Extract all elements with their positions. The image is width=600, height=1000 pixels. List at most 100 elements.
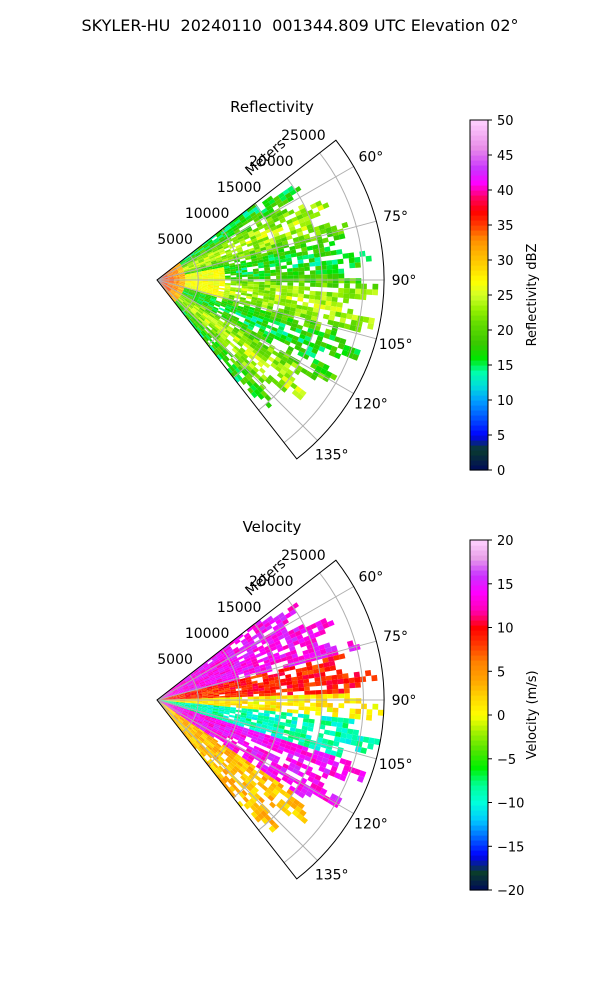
field-cell [188,712,194,716]
field-cell [180,714,187,719]
field-cell [248,782,255,789]
field-cell [203,300,209,304]
field-cell [299,207,307,215]
field-cell [253,663,260,668]
field-cell [219,695,226,698]
field-cell [309,690,316,695]
field-cell [258,796,265,804]
field-cell [344,278,350,284]
field-cell [205,294,212,298]
field-cell [286,737,294,743]
field-cell [208,702,214,704]
field-cell [286,195,294,203]
field-cell [241,265,247,269]
field-cell [286,261,293,266]
field-cell [256,253,263,258]
field-cell [250,318,257,323]
field-cell [278,378,286,386]
field-cell [198,737,204,743]
field-cell [161,283,166,288]
field-cell [173,697,180,699]
field-cell [211,729,218,734]
field-cell [207,692,214,695]
field-cell [221,314,228,320]
field-cell [223,331,230,337]
field-cell [255,232,262,238]
field-cell [315,706,322,712]
field-cell [184,676,190,681]
field-cell [205,326,211,332]
field-cell [315,278,322,283]
range-ring [283,572,364,863]
field-cell [310,315,318,322]
field-cell [303,742,310,748]
field-cell [176,266,183,270]
field-cell [314,257,321,262]
field-cell [294,311,301,317]
field-cell [218,765,224,772]
field-cell [212,268,219,271]
field-cell [324,305,331,311]
field-cell [267,639,275,646]
field-cell [309,262,316,267]
field-cell [264,662,271,667]
field-cell [179,703,185,706]
field-cell [172,691,179,694]
field-cell [263,261,270,265]
field-cell [189,709,196,712]
field-cell [258,287,265,291]
field-cell [308,743,316,750]
field-cell [242,353,249,359]
field-cell [226,647,233,653]
field-cell [236,341,244,348]
colorbar-swatch [470,285,488,291]
field-cell [242,220,249,226]
field-cell [271,326,278,332]
field-cell [261,628,268,634]
field-cell [195,672,201,677]
field-cell [224,249,231,253]
field-cell [225,338,231,344]
field-cell [179,696,186,698]
field-cell [176,711,182,716]
field-cell [199,324,205,331]
field-cell [195,320,201,326]
field-cell [250,675,257,680]
field-cell [174,294,180,299]
field-cell [247,274,254,277]
range-ring [258,598,323,831]
field-cell [287,222,295,228]
field-cell [296,634,304,641]
field-cell [291,742,298,748]
field-cell [167,704,173,708]
field-cell [281,776,289,783]
field-cell [298,267,305,272]
field-cell [209,719,216,724]
field-cell [166,706,172,710]
field-cell [278,724,285,730]
field-cell [265,770,272,777]
field-cell [320,295,327,301]
field-cell [291,809,300,817]
field-cell [273,740,281,746]
field-cell [200,249,206,255]
field-cell [292,289,299,294]
colorbar-swatch [470,740,488,746]
field-cell [212,762,219,769]
field-cell [168,698,174,700]
field-cell [346,733,353,740]
field-cell [284,192,292,199]
field-cell [263,621,271,628]
field-cell [247,387,254,394]
field-cell [347,308,354,315]
field-cell [184,719,190,724]
field-cell [161,703,167,708]
field-cell [238,723,245,728]
field-cell [206,290,213,293]
field-cell [285,254,292,259]
field-cell [222,333,229,339]
field-cell [246,715,252,720]
field-cell [300,816,308,824]
field-cell [303,322,310,328]
field-cell [221,720,228,724]
